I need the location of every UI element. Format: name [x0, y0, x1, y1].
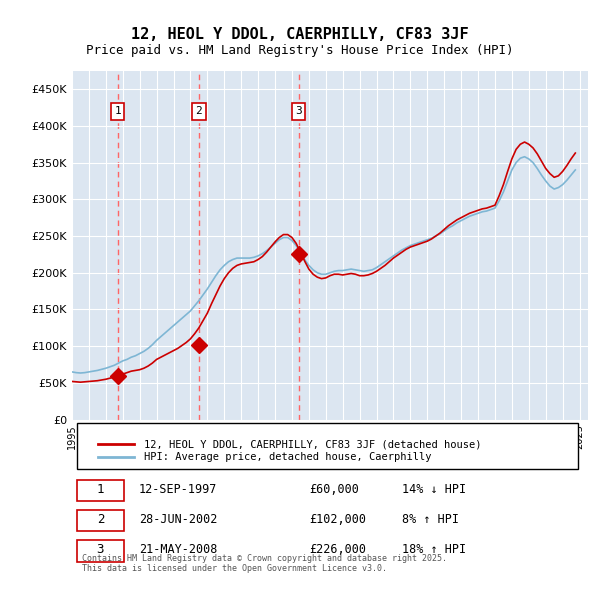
- Text: £102,000: £102,000: [310, 513, 367, 526]
- Text: 2: 2: [97, 513, 104, 526]
- Text: 3: 3: [97, 543, 104, 556]
- Text: 28-JUN-2002: 28-JUN-2002: [139, 513, 217, 526]
- Text: 12, HEOL Y DDOL, CAERPHILLY, CF83 3JF (detached house): 12, HEOL Y DDOL, CAERPHILLY, CF83 3JF (d…: [144, 439, 482, 449]
- FancyBboxPatch shape: [77, 540, 124, 562]
- Text: 3: 3: [295, 106, 302, 116]
- Text: 14% ↓ HPI: 14% ↓ HPI: [402, 483, 466, 496]
- FancyBboxPatch shape: [77, 510, 124, 532]
- Text: 8% ↑ HPI: 8% ↑ HPI: [402, 513, 459, 526]
- Text: 12-SEP-1997: 12-SEP-1997: [139, 483, 217, 496]
- Text: Contains HM Land Registry data © Crown copyright and database right 2025.
This d: Contains HM Land Registry data © Crown c…: [82, 554, 448, 573]
- Text: 12, HEOL Y DDOL, CAERPHILLY, CF83 3JF: 12, HEOL Y DDOL, CAERPHILLY, CF83 3JF: [131, 27, 469, 41]
- FancyBboxPatch shape: [77, 423, 578, 469]
- Text: 1: 1: [97, 483, 104, 496]
- Text: £226,000: £226,000: [310, 543, 367, 556]
- Text: HPI: Average price, detached house, Caerphilly: HPI: Average price, detached house, Caer…: [144, 452, 432, 462]
- Text: 2: 2: [196, 106, 202, 116]
- Text: 1: 1: [115, 106, 121, 116]
- Text: 21-MAY-2008: 21-MAY-2008: [139, 543, 217, 556]
- Text: 18% ↑ HPI: 18% ↑ HPI: [402, 543, 466, 556]
- FancyBboxPatch shape: [77, 480, 124, 502]
- Text: Price paid vs. HM Land Registry's House Price Index (HPI): Price paid vs. HM Land Registry's House …: [86, 44, 514, 57]
- Text: £60,000: £60,000: [310, 483, 359, 496]
